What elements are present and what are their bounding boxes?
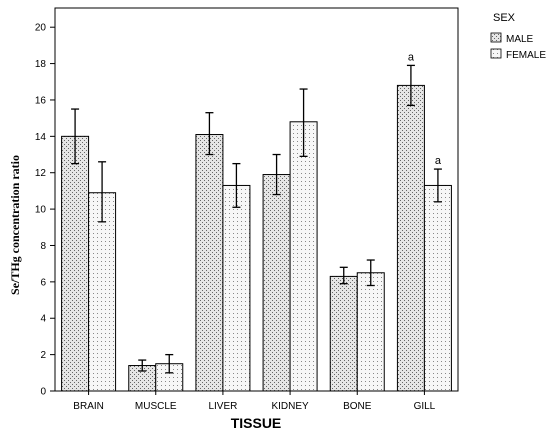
y-axis-title: Se/THg concentration ratio (8, 155, 22, 295)
bar-male-bone (329, 275, 358, 392)
y-tick-label: 18 (35, 59, 47, 70)
y-tick-label: 10 (35, 205, 47, 216)
y-tick-label: 0 (40, 387, 46, 398)
y-tick-label: 6 (40, 277, 46, 288)
x-axis: BRAIN MUSCLE LIVER KIDNEY BONE GILL (73, 391, 436, 412)
legend: SEX MALE FEMALE (490, 12, 546, 61)
bar-male-kidney (262, 174, 291, 392)
x-tick-label: MUSCLE (135, 401, 177, 412)
y-tick-label: 14 (35, 132, 47, 143)
x-tick-label: LIVER (208, 401, 237, 412)
bar-male-gill (396, 84, 425, 392)
annotations-group: aa (408, 51, 442, 167)
plot-frame (54, 7, 459, 392)
error-bars-group (71, 64, 442, 374)
bar-male-brain (61, 135, 90, 392)
legend-title: SEX (493, 12, 516, 24)
x-tick-label: BONE (343, 401, 372, 412)
legend-swatch-male (490, 32, 502, 43)
x-axis-title: TISSUE (231, 415, 282, 431)
legend-swatch-female (490, 48, 502, 59)
legend-label-female: FEMALE (506, 50, 546, 61)
y-tick-label: 12 (35, 168, 47, 179)
bar-female-kidney (289, 121, 318, 392)
x-tick-label: BRAIN (73, 401, 104, 412)
bar-male-liver (195, 134, 224, 392)
bar-female-liver (222, 184, 251, 392)
bar-female-bone (356, 272, 385, 392)
y-tick-label: 20 (35, 23, 47, 34)
legend-label-male: MALE (506, 34, 534, 45)
x-tick-label: GILL (414, 401, 436, 412)
y-axis: 0 2 4 6 8 10 12 14 16 18 20 (35, 23, 55, 398)
significance-annotation: a (408, 51, 415, 63)
bar-female-gill (423, 184, 452, 392)
y-tick-label: 4 (40, 314, 46, 325)
y-tick-label: 2 (40, 350, 46, 361)
significance-annotation: a (435, 155, 442, 167)
y-tick-label: 16 (35, 95, 47, 106)
y-tick-label: 8 (40, 241, 46, 252)
x-tick-label: KIDNEY (271, 401, 309, 412)
bars-group (61, 84, 452, 392)
bar-female-brain (88, 192, 117, 392)
